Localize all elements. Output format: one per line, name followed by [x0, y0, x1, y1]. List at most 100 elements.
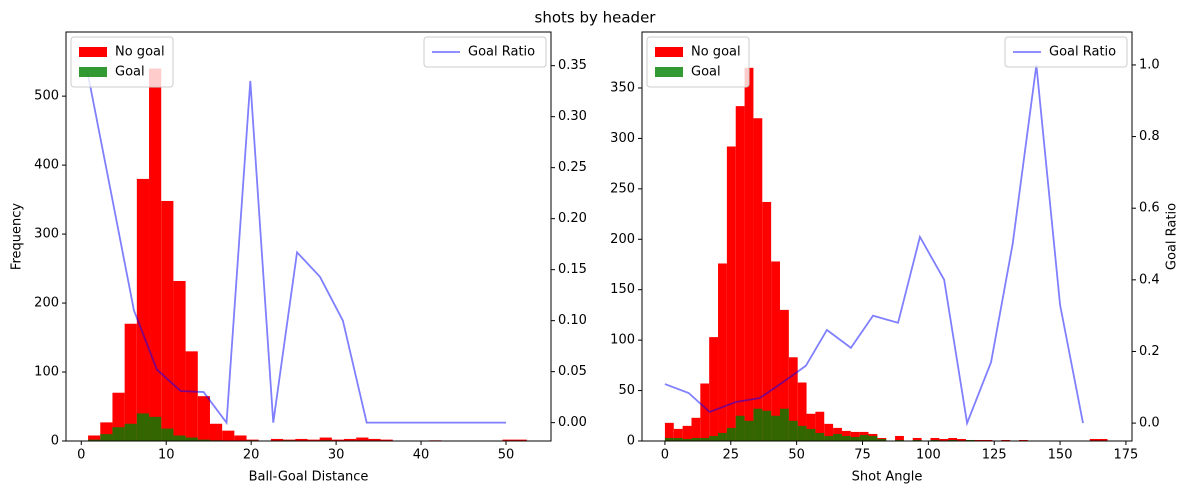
histogram-bar	[877, 438, 887, 441]
histogram-bar	[88, 439, 101, 441]
y-tick-label: 200	[610, 232, 635, 247]
x-tick-label: 75	[854, 448, 871, 463]
legend: Goal Ratio	[1004, 36, 1128, 68]
histogram-bar	[270, 438, 284, 441]
histogram-bar	[753, 118, 763, 441]
histogram-bar	[356, 437, 369, 441]
histogram-bar	[100, 434, 113, 441]
histogram-bar	[815, 432, 825, 441]
legend-box	[423, 36, 547, 68]
legend-label: Goal Ratio	[468, 45, 535, 60]
x-tick-label: 10	[158, 448, 175, 463]
axes-frame	[65, 31, 552, 442]
histogram-bar	[209, 423, 223, 441]
histogram-bar	[850, 436, 860, 441]
histogram-bar	[779, 309, 789, 441]
legend: No goal Goal	[70, 36, 174, 88]
figure-title: shots by header	[535, 9, 657, 27]
ratio-line	[664, 64, 1084, 427]
histogram-bar	[709, 435, 719, 441]
y-tick-label: 300	[34, 227, 59, 242]
legend-label: Goal Ratio	[1049, 45, 1116, 60]
histogram-bar	[691, 437, 701, 441]
y-tick-label: 100	[610, 333, 635, 348]
legend-label: Goal	[115, 65, 145, 80]
y2-tick-label: 0.2	[1139, 344, 1160, 359]
histogram-bar	[149, 416, 162, 441]
histogram-bar	[368, 438, 381, 441]
y2-tick-label: 0.6	[1139, 201, 1160, 216]
y-tick-label: 300	[610, 131, 635, 146]
axes: 0 25 50 75 100 125 150 175 0 50 100 150 200 250 300 350…	[610, 31, 1180, 485]
histogram-bar	[136, 178, 150, 441]
histogram-bar	[833, 433, 842, 441]
histogram-bar	[806, 428, 816, 441]
histogram-bar	[344, 438, 357, 441]
histogram-bar	[234, 435, 247, 441]
x-tick-label: 100	[916, 448, 941, 463]
y2-tick-label: 0.8	[1139, 129, 1160, 144]
histogram-bar	[700, 437, 710, 441]
histogram-bar	[948, 439, 958, 441]
histogram-bar	[700, 383, 710, 441]
histogram-bar	[673, 437, 683, 441]
x-tick-label: 25	[723, 448, 740, 463]
histogram-bar	[771, 261, 780, 441]
legend-swatch	[79, 47, 107, 57]
histogram-bar	[788, 420, 798, 441]
x-axis-label: Shot Angle	[852, 470, 923, 485]
histogram-bar	[841, 435, 851, 441]
legend-swatch	[79, 67, 107, 77]
legend-label: Goal	[691, 65, 721, 80]
histogram-bar	[806, 413, 816, 441]
histogram-bar	[762, 410, 772, 441]
histogram-bar	[197, 396, 210, 441]
histogram-bar	[222, 430, 235, 441]
histogram-bar	[895, 435, 904, 441]
histogram-bar	[664, 422, 674, 441]
histogram-bar	[771, 415, 780, 441]
histogram-bar	[912, 437, 922, 441]
histogram-bar	[850, 431, 860, 441]
histogram-bar	[824, 435, 834, 441]
histogram-bar	[788, 357, 798, 441]
histogram-bar	[173, 280, 186, 441]
y2-tick-label: 0.10	[558, 313, 587, 328]
legend: No goal Goal	[646, 36, 750, 88]
histogram-bar	[124, 423, 137, 441]
histogram-bar	[1001, 439, 1011, 441]
x-tick-label: 50	[788, 448, 805, 463]
histogram-bar	[779, 408, 789, 441]
y2-tick-label: 0.25	[558, 160, 587, 175]
histogram-bar	[380, 439, 393, 441]
histogram-bar	[762, 201, 772, 441]
histogram-bar	[797, 382, 807, 441]
y2-tick-label: 0.30	[558, 109, 587, 124]
y-tick-label: 500	[34, 89, 59, 104]
histogram-bar	[965, 439, 975, 441]
x-tick-label: 0	[77, 448, 85, 463]
y-tick-label: 350	[610, 80, 635, 95]
histogram-bar	[664, 437, 674, 441]
x-tick-label: 125	[982, 448, 1007, 463]
histogram-bar	[136, 413, 150, 441]
ratio-line	[86, 70, 506, 426]
histogram-bar	[295, 438, 308, 441]
y2-tick-label: 0.4	[1139, 272, 1160, 287]
histogram-bar	[744, 67, 754, 442]
histogram-bar	[197, 439, 210, 441]
y2-tick-label: 1.0	[1139, 57, 1160, 72]
x-tick-label: 40	[413, 448, 430, 463]
y-axis-label: Frequency	[10, 203, 25, 270]
histogram-bar	[948, 437, 958, 441]
x-tick-label: 0	[661, 448, 669, 463]
histogram-bar	[718, 263, 727, 441]
histogram-bar	[735, 106, 745, 441]
histogram-bar	[753, 408, 763, 441]
histogram-bar	[307, 439, 320, 441]
axes: 0 10 20 30 40 5001002003004005000.000.050.100…	[10, 31, 587, 485]
histogram-bar	[744, 420, 754, 441]
histogram-bar	[709, 337, 719, 441]
x-tick-label: 175	[1114, 448, 1139, 463]
